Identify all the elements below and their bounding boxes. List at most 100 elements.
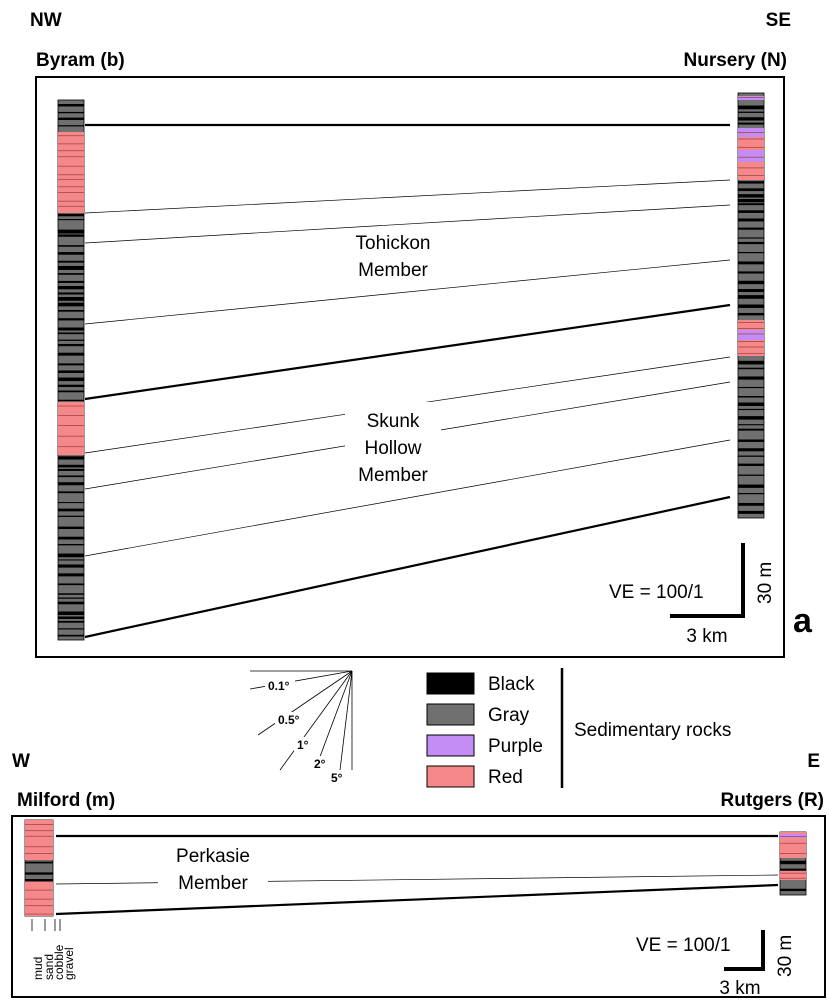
column-bed-black bbox=[780, 842, 806, 844]
label-halo bbox=[275, 712, 305, 726]
column-bed-black bbox=[58, 280, 84, 283]
column-bed-black bbox=[58, 399, 84, 402]
column-byram bbox=[57, 99, 85, 641]
column-bed-black bbox=[738, 360, 764, 365]
column-bed-black bbox=[58, 425, 84, 426]
column-bed-black bbox=[738, 428, 764, 431]
member-label-tohickon-2: Member bbox=[358, 260, 428, 281]
column-bed-black bbox=[58, 135, 84, 137]
column-bed-black bbox=[58, 117, 84, 120]
column-bed-black bbox=[58, 415, 84, 416]
legend: Black Gray Purple Red Sedimentary rocks bbox=[426, 668, 731, 788]
column-bed-black bbox=[58, 104, 84, 107]
column-bed-black bbox=[738, 241, 764, 245]
column-bed-red bbox=[58, 402, 84, 455]
column-bed-black bbox=[58, 601, 84, 605]
column-bed-black bbox=[58, 229, 84, 234]
column-bed-black bbox=[58, 384, 84, 388]
column-bed-black bbox=[58, 339, 84, 341]
column-bed-purple bbox=[738, 150, 764, 162]
column-bed-black bbox=[58, 628, 84, 630]
column-bed-black bbox=[58, 611, 84, 616]
column-bed-black bbox=[738, 237, 764, 239]
label-halo bbox=[265, 678, 295, 692]
member-label-skunk: Skunk bbox=[367, 411, 420, 432]
column-bed-black bbox=[58, 327, 84, 331]
column-bed-black bbox=[58, 292, 84, 295]
legend-swatch-gray bbox=[426, 703, 475, 726]
column-bed-black bbox=[738, 367, 764, 370]
column-bed-black bbox=[738, 218, 764, 222]
correlation-line bbox=[84, 439, 731, 557]
column-bed-black bbox=[738, 304, 764, 308]
column-bed-black bbox=[58, 309, 84, 312]
column-bed-black bbox=[58, 318, 84, 321]
legend-label-purple: Purple bbox=[488, 736, 543, 757]
legend-group-label: Sedimentary rocks bbox=[574, 720, 731, 741]
column-bed-black bbox=[25, 846, 53, 848]
label-halo bbox=[328, 770, 348, 784]
column-bed-black bbox=[738, 333, 764, 335]
column-bed-black bbox=[25, 835, 53, 837]
angle-label-5: 5° bbox=[331, 771, 343, 785]
grain-label-mud: mud bbox=[31, 957, 45, 980]
section-title-milford: Milford (m) bbox=[17, 790, 115, 811]
legend-swatch-black bbox=[426, 672, 475, 695]
column-bed-black bbox=[738, 408, 764, 411]
column-bed-black bbox=[58, 482, 84, 486]
column-bed-black bbox=[58, 192, 84, 193]
vertical-scale-label-b: 30 m bbox=[775, 935, 796, 977]
column-bed-black bbox=[58, 491, 84, 494]
column-bed-black bbox=[738, 261, 764, 265]
column-bed-black bbox=[738, 132, 764, 134]
angle-line bbox=[314, 670, 353, 771]
column-bed-purple bbox=[738, 330, 764, 340]
column-bed-black bbox=[738, 376, 764, 380]
column-bed-black bbox=[738, 312, 764, 316]
column-bed-black bbox=[58, 332, 84, 335]
column-bed-black bbox=[25, 824, 53, 825]
legend-label-gray: Gray bbox=[488, 705, 530, 726]
column-bed-black bbox=[58, 597, 84, 599]
column-bed-black bbox=[780, 877, 806, 879]
column-bed-black bbox=[738, 322, 764, 323]
correlation-line bbox=[84, 179, 731, 214]
label-halo bbox=[158, 844, 268, 894]
member-label-perkasie-2: Member bbox=[178, 873, 248, 894]
column-bed-black bbox=[25, 889, 53, 891]
column-bed-black bbox=[780, 853, 806, 854]
vertical-scale-label-a: 30 m bbox=[755, 562, 776, 604]
column-bed-red bbox=[58, 132, 84, 213]
angle-label-1: 1° bbox=[297, 738, 309, 752]
column-bed-black bbox=[738, 105, 764, 110]
horizontal-scale-label-a: 3 km bbox=[686, 626, 727, 647]
column-bed-black bbox=[58, 464, 84, 468]
column-bed-black bbox=[58, 252, 84, 255]
column-milford bbox=[24, 819, 54, 917]
column-bed-black bbox=[58, 111, 84, 114]
legend-swatch-purple bbox=[426, 734, 475, 757]
column-bed-black bbox=[58, 370, 84, 373]
member-label-member: Member bbox=[358, 465, 428, 486]
column-bed-black bbox=[738, 474, 764, 476]
column-bed-red bbox=[780, 870, 806, 880]
column-bed-black bbox=[58, 156, 84, 158]
column-bed-black bbox=[58, 559, 84, 561]
column-bed-black bbox=[58, 213, 84, 217]
column-bed-black bbox=[58, 273, 84, 275]
vertical-exaggeration-a: VE = 100/1 bbox=[609, 582, 704, 603]
boundary-line-middle bbox=[84, 303, 731, 401]
member-label-tohickon: Tohickon bbox=[356, 233, 431, 254]
column-bed-black bbox=[738, 194, 764, 198]
horizontal-scale-label-b: 3 km bbox=[719, 978, 760, 999]
direction-se: SE bbox=[766, 10, 791, 31]
column-bed-black bbox=[738, 156, 764, 158]
column-bed-black bbox=[58, 178, 84, 180]
column-bed-black bbox=[738, 271, 764, 274]
boundary-line-base-b bbox=[55, 883, 779, 916]
column-bed-black bbox=[58, 343, 84, 347]
column-bed-black bbox=[58, 456, 84, 460]
boundary-line-base bbox=[84, 495, 731, 639]
column-bed-black bbox=[25, 913, 53, 915]
